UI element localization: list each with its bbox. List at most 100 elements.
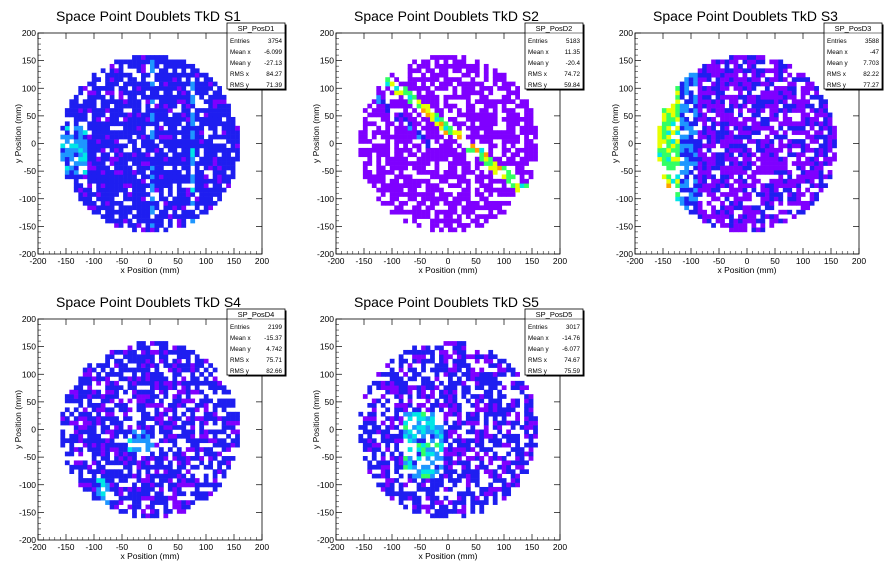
heatmap-cell <box>145 165 151 171</box>
heatmap-cell <box>87 134 93 140</box>
heatmap-cell <box>194 442 200 448</box>
heatmap-cell <box>760 214 766 219</box>
heatmap-cell <box>123 460 128 466</box>
heatmap-cell <box>371 438 377 444</box>
stats-row-label: Mean y <box>528 60 550 67</box>
heatmap-cell <box>212 178 218 184</box>
heatmap-cell <box>230 116 236 122</box>
heatmap-cell <box>510 108 516 113</box>
heatmap-cell <box>443 367 449 373</box>
heatmap-cell <box>430 134 435 140</box>
heatmap-cell <box>221 161 227 166</box>
heatmap-cell <box>105 411 110 417</box>
heatmap-cell <box>221 152 227 158</box>
heatmap-cell <box>136 205 142 211</box>
heatmap-cell <box>796 209 802 215</box>
heatmap-cell <box>172 398 178 404</box>
heatmap-cell <box>105 500 110 505</box>
heatmap-cell <box>738 90 743 96</box>
heatmap-cell <box>194 125 200 131</box>
heatmap-cell <box>733 125 739 131</box>
heatmap-cell <box>141 429 146 435</box>
heatmap-cell <box>407 456 413 461</box>
heatmap-cell <box>123 363 128 368</box>
heatmap-cell <box>661 108 667 113</box>
heatmap-cell <box>488 482 494 488</box>
heatmap-cell <box>448 402 453 408</box>
heatmap-cell <box>91 170 97 175</box>
heatmap-cell <box>217 94 222 100</box>
heatmap-cell <box>208 200 214 206</box>
heatmap-cell <box>82 416 88 421</box>
heatmap-cell <box>412 214 417 219</box>
heatmap-cell <box>697 156 703 162</box>
heatmap-cell <box>109 174 115 180</box>
heatmap-cell <box>176 112 182 118</box>
heatmap-cell <box>158 214 164 219</box>
heatmap-cell <box>452 509 458 514</box>
heatmap-cell <box>782 161 788 166</box>
heatmap-cell <box>78 108 84 113</box>
heatmap-cell <box>87 411 93 417</box>
heatmap-cell <box>78 482 84 488</box>
heatmap-cell <box>208 121 214 127</box>
heatmap-cell <box>787 143 793 149</box>
x-tick-label: -200 <box>626 256 643 266</box>
heatmap-cell <box>827 112 833 118</box>
heatmap-cell <box>158 385 164 391</box>
heatmap-cell <box>398 464 404 470</box>
heatmap-cell <box>87 152 93 158</box>
heatmap-cell <box>675 116 681 122</box>
stats-row-label: Entries <box>230 324 250 331</box>
heatmap-cell <box>715 68 721 74</box>
heatmap-cell <box>389 99 395 105</box>
y-tick-label: -200 <box>19 249 36 259</box>
heatmap-cell <box>747 218 752 224</box>
heatmap-cell <box>702 214 707 219</box>
heatmap-cell <box>430 223 435 228</box>
heatmap-cell <box>158 174 164 180</box>
heatmap-cell <box>515 134 520 140</box>
heatmap-cell <box>443 509 449 514</box>
heatmap-cell <box>688 121 694 127</box>
heatmap-cell <box>448 139 453 144</box>
heatmap-cell <box>474 495 480 501</box>
heatmap-cell <box>105 209 110 215</box>
heatmap-cell <box>439 121 444 127</box>
heatmap-cell <box>109 469 115 474</box>
heatmap-cell <box>506 161 512 166</box>
heatmap-cell <box>421 433 426 439</box>
heatmap-cell <box>105 125 110 131</box>
heatmap-cell <box>715 103 721 109</box>
heatmap-cell <box>470 394 476 399</box>
heatmap-cell <box>132 192 137 197</box>
heatmap-cell <box>755 147 761 153</box>
heatmap-cell <box>506 112 512 118</box>
heatmap-cell <box>479 152 485 158</box>
heatmap-cell <box>693 116 699 122</box>
heatmap-cell <box>118 486 124 492</box>
heatmap-cell <box>720 130 725 135</box>
heatmap-cell <box>123 187 128 193</box>
heatmap-cell <box>483 86 489 91</box>
heatmap-cell <box>118 72 124 78</box>
heatmap-cell <box>434 187 440 193</box>
heatmap-cell <box>217 460 222 466</box>
heatmap-cell <box>154 121 160 127</box>
heatmap-cell <box>533 130 538 135</box>
heatmap-cell <box>729 77 734 82</box>
heatmap-cell <box>729 218 734 224</box>
heatmap-cell <box>764 86 770 91</box>
heatmap-cell <box>96 460 102 466</box>
heatmap-cell <box>190 491 196 497</box>
heatmap-cell <box>194 196 200 202</box>
heatmap-cell <box>203 478 209 483</box>
heatmap-cell <box>163 385 169 391</box>
heatmap-cell <box>769 183 775 188</box>
heatmap-cell <box>729 59 734 65</box>
heatmap-cell <box>136 389 142 395</box>
heatmap-cell <box>199 456 205 461</box>
heatmap-cell <box>96 108 102 113</box>
heatmap-cell <box>421 170 426 175</box>
heatmap-cell <box>688 125 694 131</box>
